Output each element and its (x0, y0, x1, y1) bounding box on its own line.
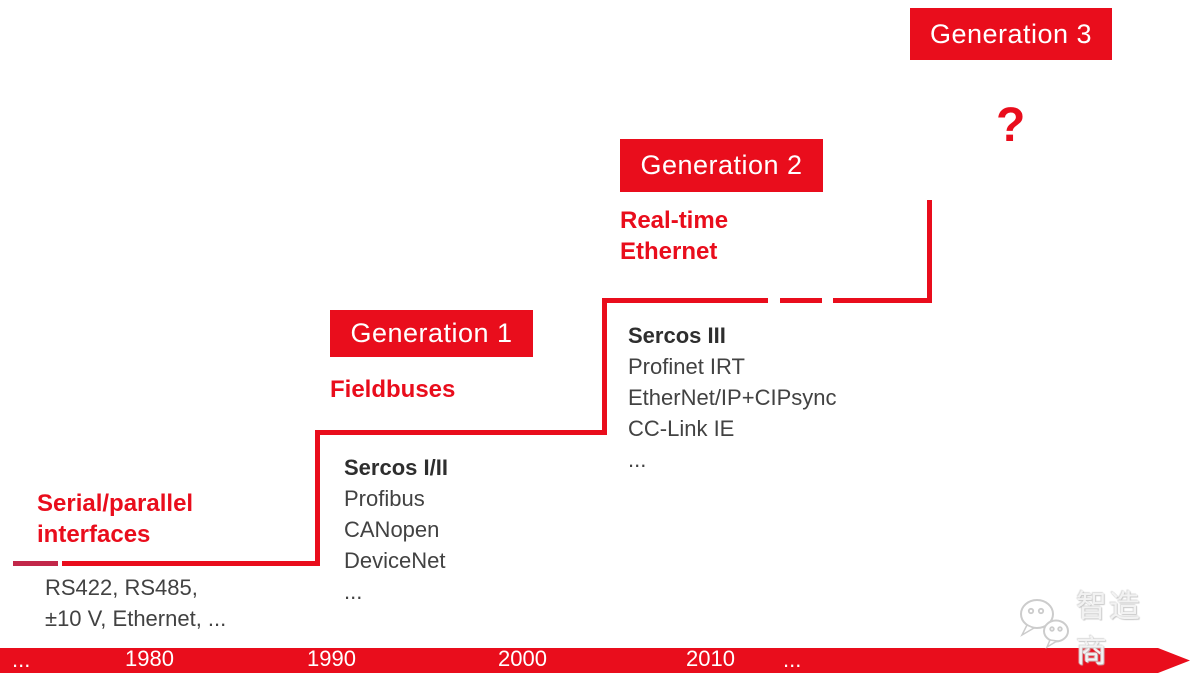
step-line-riser-2 (602, 300, 607, 435)
era0-protocol-list: RS422, RS485, ±10 V, Ethernet, ... (45, 572, 226, 634)
generation-1-subtitle: Fieldbuses (330, 376, 456, 403)
protocol-item: CANopen (344, 517, 440, 542)
timeline-year-1990: 1990 (307, 648, 356, 675)
generation-1-label: Generation 1 (350, 318, 513, 348)
generation-2-box: Generation 2 (620, 139, 823, 192)
step-line-riser-3 (927, 200, 932, 303)
watermark-text: 智造商 (1076, 588, 1142, 669)
timeline-ellipsis-left: ... (12, 647, 31, 672)
generation-3-box: Generation 3 (910, 8, 1112, 60)
wechat-bubbles-icon (1014, 596, 1070, 656)
step-line-left-ellipsis-dash (13, 561, 58, 566)
generation-3-label: Generation 3 (929, 18, 1093, 49)
era0-item: RS422, RS485, (45, 575, 198, 600)
protocol-item: CC-Link IE (628, 416, 735, 441)
generation-1-box: Generation 1 (330, 310, 533, 357)
watermark: 智造商 (1014, 589, 1174, 669)
protocol-item: Sercos I/II (344, 455, 448, 480)
protocol-item: EtherNet/IP+CIPsync (628, 385, 837, 410)
step-line-era0-horizontal (62, 561, 320, 566)
generation-2-subtitle: Real-time Ethernet (620, 207, 729, 266)
protocol-item: Sercos III (628, 323, 726, 348)
protocol-item: DeviceNet (344, 548, 446, 573)
timeline-year-1980: 1980 (125, 648, 174, 675)
generation-2-protocol-list: Sercos III Profinet IRT EtherNet/IP+CIPs… (628, 320, 836, 475)
step-line-gen1-horizontal (315, 430, 607, 435)
era0-item: ±10 V, Ethernet, ... (45, 606, 227, 631)
timeline-year-2000: 2000 (498, 648, 547, 675)
generation-2-label: Generation 2 (640, 150, 803, 180)
step-line-gen2-horizontal-2 (833, 298, 932, 303)
step-line-gen2-horizontal (602, 298, 768, 303)
era0-title: Serial/parallel interfaces (37, 490, 194, 549)
timeline-year-2010: 2010 (686, 648, 735, 675)
step-line-gen2-dash (780, 298, 822, 303)
generation-3-question-mark: ? (996, 99, 1026, 152)
timeline-ellipsis-right: ... (783, 647, 802, 672)
timeline-arrow-bar (0, 648, 1190, 673)
protocol-item: Profinet IRT (628, 354, 745, 379)
protocol-item: ... (628, 447, 647, 472)
step-line-riser-1 (315, 432, 320, 566)
protocol-item: Profibus (344, 486, 425, 511)
protocol-item: ... (344, 579, 363, 604)
generation-1-protocol-list: Sercos I/II Profibus CANopen DeviceNet .… (344, 452, 448, 607)
